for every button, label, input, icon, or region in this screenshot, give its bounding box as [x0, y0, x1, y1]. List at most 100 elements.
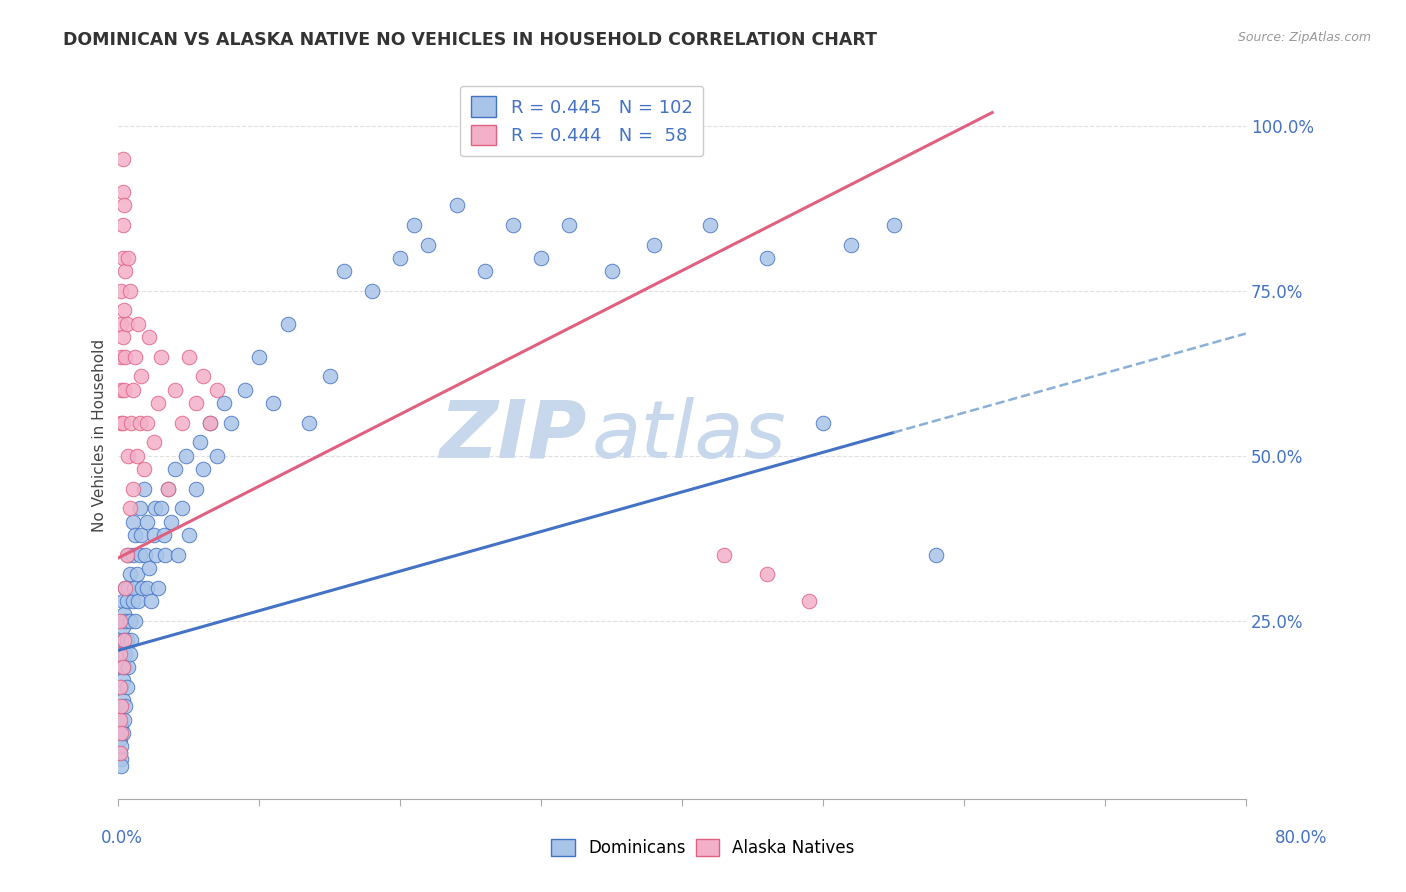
Point	[121, 482, 143, 496]
Point	[418, 237, 440, 252]
Point	[117, 548, 139, 562]
Point	[112, 659, 135, 673]
Point	[446, 198, 468, 212]
Point	[108, 614, 131, 628]
Point	[128, 548, 150, 562]
Point	[135, 515, 157, 529]
Text: ZIP: ZIP	[439, 397, 586, 475]
Point	[811, 416, 834, 430]
Point	[184, 482, 207, 496]
Point	[110, 739, 132, 753]
Point	[125, 567, 148, 582]
Point	[713, 548, 735, 562]
Point	[114, 350, 136, 364]
Point	[115, 594, 138, 608]
Point	[188, 435, 211, 450]
Point	[111, 647, 134, 661]
Point	[111, 251, 134, 265]
Point	[135, 581, 157, 595]
Point	[124, 350, 146, 364]
Point	[474, 264, 496, 278]
Point	[139, 594, 162, 608]
Point	[114, 581, 136, 595]
Point	[277, 317, 299, 331]
Point	[114, 699, 136, 714]
Point	[121, 548, 143, 562]
Point	[115, 317, 138, 331]
Point	[142, 435, 165, 450]
Point	[198, 416, 221, 430]
Point	[114, 581, 136, 595]
Y-axis label: No Vehicles in Household: No Vehicles in Household	[93, 339, 107, 533]
Point	[108, 713, 131, 727]
Point	[112, 713, 135, 727]
Point	[120, 633, 142, 648]
Point	[121, 383, 143, 397]
Point	[110, 284, 132, 298]
Point	[755, 251, 778, 265]
Point	[114, 264, 136, 278]
Text: DOMINICAN VS ALASKA NATIVE NO VEHICLES IN HOUSEHOLD CORRELATION CHART: DOMINICAN VS ALASKA NATIVE NO VEHICLES I…	[63, 31, 877, 49]
Point	[205, 449, 228, 463]
Point	[112, 383, 135, 397]
Point	[110, 719, 132, 733]
Point	[219, 416, 242, 430]
Point	[110, 350, 132, 364]
Point	[319, 369, 342, 384]
Point	[558, 218, 581, 232]
Point	[111, 692, 134, 706]
Point	[111, 620, 134, 634]
Point	[333, 264, 356, 278]
Point	[129, 528, 152, 542]
Point	[108, 647, 131, 661]
Point	[112, 198, 135, 212]
Point	[108, 746, 131, 760]
Point	[146, 396, 169, 410]
Point	[108, 713, 131, 727]
Point	[159, 515, 181, 529]
Point	[142, 528, 165, 542]
Point	[699, 218, 721, 232]
Point	[129, 369, 152, 384]
Point	[112, 633, 135, 648]
Point	[110, 383, 132, 397]
Point	[110, 699, 132, 714]
Point	[128, 416, 150, 430]
Point	[125, 449, 148, 463]
Point	[138, 330, 160, 344]
Point	[108, 746, 131, 760]
Point	[262, 396, 284, 410]
Point	[146, 581, 169, 595]
Point	[156, 482, 179, 496]
Point	[124, 528, 146, 542]
Point	[191, 462, 214, 476]
Point	[110, 633, 132, 648]
Point	[112, 633, 135, 648]
Point	[138, 561, 160, 575]
Point	[128, 501, 150, 516]
Point	[117, 251, 139, 265]
Point	[111, 673, 134, 687]
Point	[132, 462, 155, 476]
Point	[115, 680, 138, 694]
Legend: R = 0.445   N = 102, R = 0.444   N =  58: R = 0.445 N = 102, R = 0.444 N = 58	[460, 86, 703, 156]
Point	[118, 284, 141, 298]
Point	[149, 501, 172, 516]
Point	[191, 369, 214, 384]
Point	[112, 607, 135, 621]
Point	[882, 218, 904, 232]
Legend: Dominicans, Alaska Natives: Dominicans, Alaska Natives	[544, 832, 862, 864]
Point	[117, 449, 139, 463]
Point	[502, 218, 524, 232]
Point	[118, 567, 141, 582]
Point	[198, 416, 221, 430]
Point	[110, 659, 132, 673]
Point	[111, 594, 134, 608]
Point	[132, 482, 155, 496]
Point	[117, 581, 139, 595]
Point	[108, 725, 131, 739]
Point	[115, 633, 138, 648]
Point	[118, 647, 141, 661]
Point	[118, 501, 141, 516]
Point	[110, 680, 132, 694]
